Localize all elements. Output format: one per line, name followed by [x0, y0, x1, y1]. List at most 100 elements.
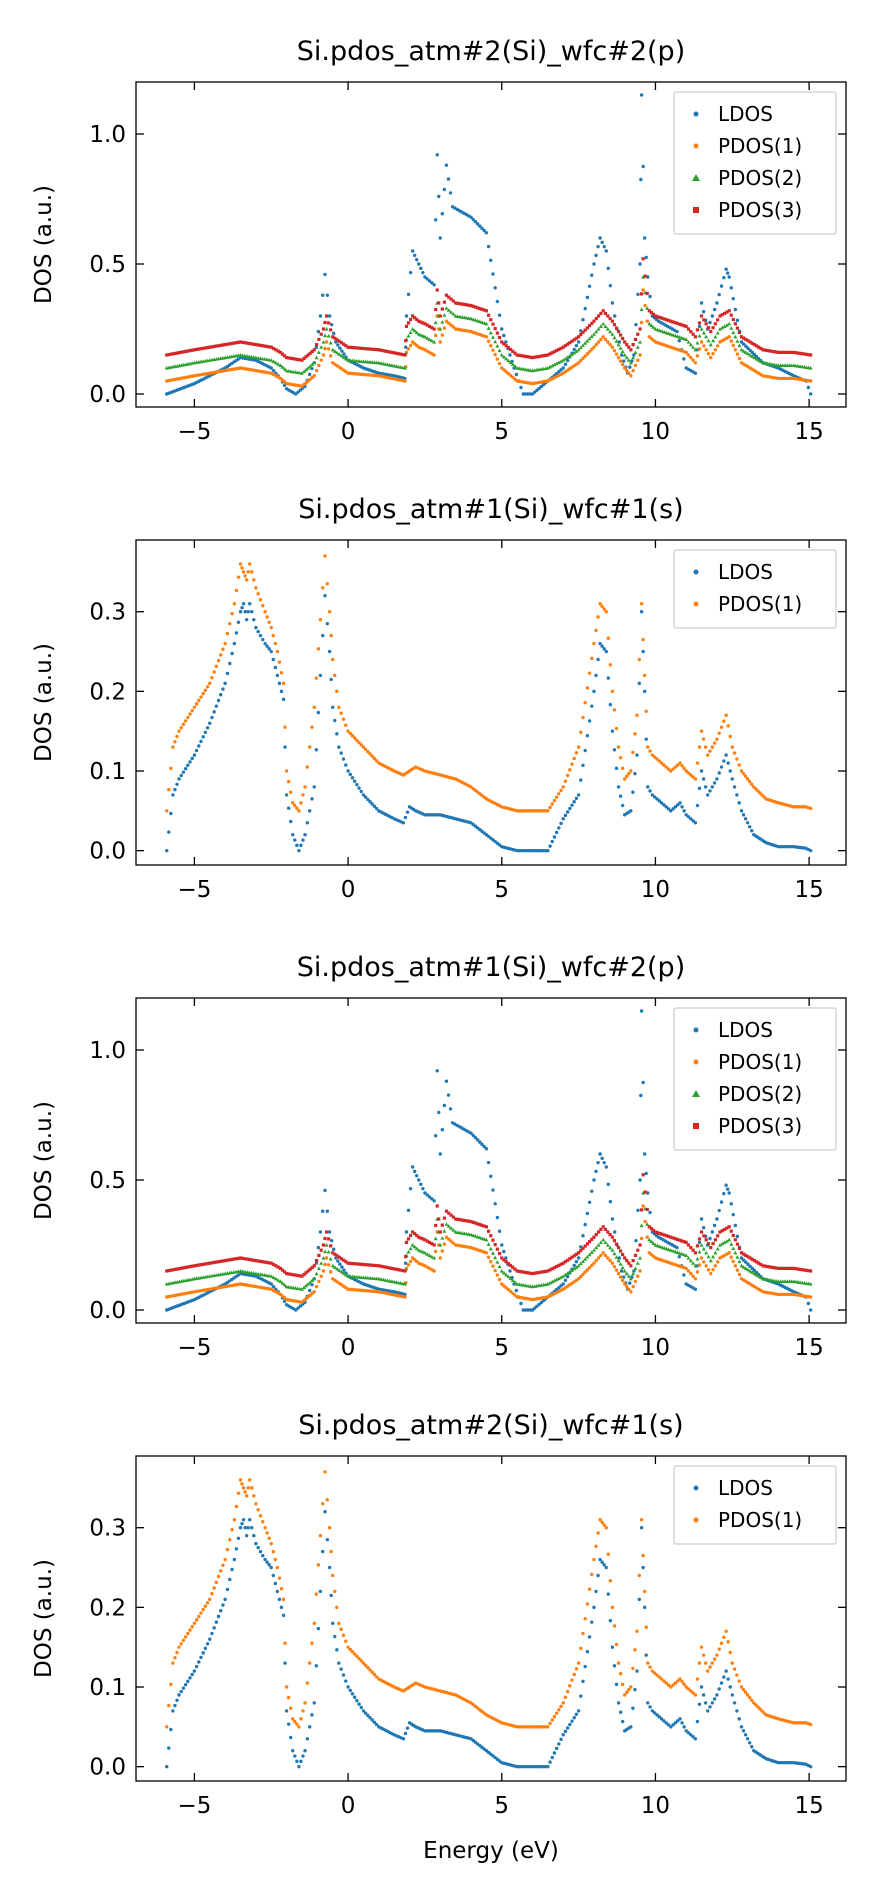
data-point — [208, 1637, 212, 1641]
x-tick-label: 5 — [494, 1793, 509, 1819]
data-point — [433, 218, 438, 222]
data-point — [442, 1103, 447, 1108]
data-point — [618, 1672, 623, 1676]
data-point — [295, 843, 299, 848]
data-point — [325, 582, 330, 586]
data-point — [304, 355, 308, 359]
data-point — [404, 1230, 409, 1234]
data-point — [340, 349, 344, 353]
data-point — [421, 270, 425, 275]
data-point — [203, 730, 208, 735]
data-point — [261, 1520, 265, 1524]
data-point — [642, 673, 647, 678]
data-point — [273, 641, 278, 646]
data-point — [680, 1679, 684, 1684]
data-point — [693, 1693, 698, 1697]
data-point — [327, 1230, 332, 1234]
x-tick-label: 5 — [494, 877, 509, 903]
data-point — [299, 1717, 303, 1721]
data-point — [633, 363, 638, 368]
data-point — [691, 345, 696, 349]
data-point — [576, 745, 581, 749]
data-point — [451, 1228, 456, 1232]
data-point — [171, 352, 175, 356]
data-point — [495, 1247, 499, 1251]
data-point — [618, 1275, 623, 1279]
data-point — [404, 339, 408, 343]
data-point — [722, 1240, 727, 1244]
data-point — [729, 339, 733, 343]
data-point — [316, 1245, 321, 1250]
data-point — [524, 354, 528, 359]
data-point — [432, 1256, 437, 1260]
data-point — [563, 1272, 568, 1277]
data-point — [192, 1669, 197, 1673]
data-point — [329, 1593, 333, 1598]
data-point — [604, 249, 608, 253]
data-point — [725, 310, 729, 314]
data-point — [318, 314, 323, 318]
data-point — [435, 288, 439, 292]
data-point — [192, 1621, 197, 1625]
data-point — [449, 297, 453, 301]
data-point — [188, 760, 192, 764]
data-point — [508, 1276, 513, 1281]
data-point — [715, 737, 719, 741]
data-point — [506, 1261, 510, 1266]
data-point — [585, 1211, 590, 1216]
data-point — [390, 350, 394, 354]
data-point — [701, 1653, 706, 1657]
data-point — [401, 1268, 405, 1273]
data-point — [572, 1263, 576, 1268]
data-point — [737, 801, 741, 805]
chart-title: Si.pdos_atm#1(Si)_wfc#2(p) — [297, 952, 685, 983]
data-point — [241, 570, 246, 574]
data-point — [421, 1186, 425, 1191]
data-point — [608, 342, 612, 347]
data-point — [743, 774, 748, 779]
chart-panel-1: Si.pdos_atm#2(Si)_wfc#2(p)−5 0 5 10 150.00.5… — [31, 36, 847, 445]
data-point — [442, 1242, 447, 1246]
data-point — [546, 353, 550, 357]
data-point — [230, 1567, 234, 1572]
data-point — [650, 1709, 655, 1713]
data-point — [719, 765, 724, 769]
data-point — [179, 773, 183, 778]
data-point — [744, 1253, 748, 1257]
data-point — [467, 1219, 471, 1223]
data-point — [335, 1254, 339, 1258]
data-point — [638, 262, 642, 266]
data-point — [686, 353, 691, 357]
data-point — [339, 1257, 344, 1261]
data-point — [613, 314, 617, 318]
data-point — [684, 324, 688, 328]
data-point — [182, 350, 186, 354]
data-point — [693, 361, 698, 365]
data-point — [684, 1266, 688, 1271]
data-point — [297, 848, 301, 853]
data-point — [739, 340, 744, 344]
data-point — [747, 825, 752, 829]
data-point — [559, 359, 564, 363]
data-point — [563, 813, 568, 818]
data-point — [442, 300, 446, 304]
data-point — [608, 1579, 613, 1583]
data-point — [312, 705, 316, 709]
data-point — [167, 830, 171, 834]
data-point — [327, 1525, 332, 1530]
data-point — [649, 1226, 653, 1231]
data-point — [776, 1266, 780, 1270]
data-point — [484, 1147, 489, 1151]
data-point — [629, 1264, 633, 1268]
data-point — [234, 588, 239, 593]
data-point — [697, 786, 702, 790]
data-point — [293, 1719, 297, 1724]
data-point — [357, 1702, 361, 1706]
data-point — [648, 1705, 652, 1709]
data-point — [451, 312, 456, 316]
data-point — [337, 1255, 341, 1259]
data-point — [329, 633, 333, 638]
data-point — [425, 277, 429, 281]
data-point — [808, 1722, 813, 1727]
data-point — [321, 1256, 326, 1260]
